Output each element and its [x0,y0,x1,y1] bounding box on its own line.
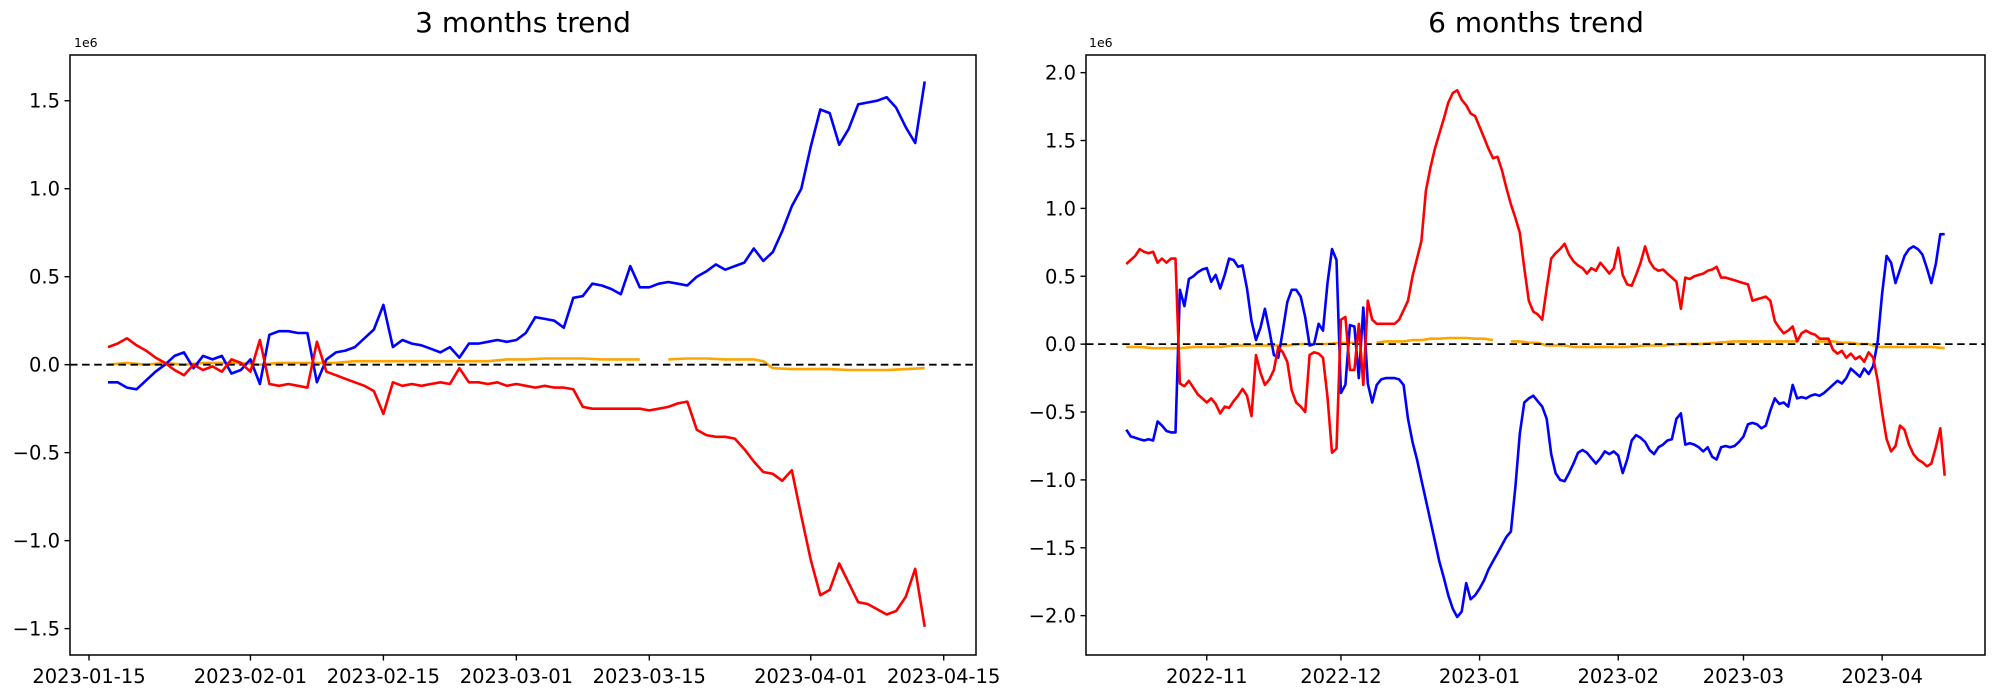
series-orange-line [1126,336,1945,350]
y-tick-label: 0.5 [1045,265,1076,288]
x-tick-label: 2023-03 [1703,665,1784,688]
y-tick-label: 0.0 [1045,333,1076,356]
right-chart-title: 6 months trend [1428,6,1644,39]
x-tick-label: 2023-01 [1439,665,1520,688]
y-tick-label: −1.0 [13,530,60,553]
x-tick-label: 2023-04 [1841,665,1922,688]
series-blue-line [1125,232,1945,619]
x-tick-label: 2022-11 [1166,665,1247,688]
y-tick-label: 1.0 [1045,197,1076,220]
series-red-line [107,337,926,628]
left-y-axis-offset-label: 1e6 [74,35,98,50]
x-tick-label: 2022-12 [1300,665,1381,688]
axes-spines [1085,54,1986,656]
series-blue-line [108,81,926,391]
y-tick-label: −0.5 [13,442,60,465]
right-y-axis-offset-label: 1e6 [1089,35,1113,50]
axes-6-months: 2022-11 2022-12 2023-01 2023-02 2023-03 2023-… [1029,54,1986,688]
left-chart-title: 3 months trend [415,6,631,39]
y-tick-label: 0.5 [29,266,60,289]
x-tick-label: 2023-04-15 [887,665,1000,688]
series-red-line [1125,89,1946,476]
axes-3-months: 2023-01-15 2023-02-01 2023-02-15 2023-03-01… [13,54,1000,688]
x-tick-label: 2023-01-15 [32,665,145,688]
y-tick-label: −1.5 [13,618,60,641]
y-tick-label: −0.5 [1029,401,1076,424]
x-tick-label: 2023-03-15 [593,665,706,688]
y-tick-label: −1.0 [1029,469,1076,492]
y-tick-label: −1.5 [1029,537,1076,560]
y-tick-label: −2.0 [1029,605,1076,628]
y-tick-label: 1.5 [29,90,60,113]
x-tick-label: 2023-02-15 [327,665,440,688]
x-tick-label: 2023-02 [1578,665,1659,688]
y-tick-label: 1.0 [29,178,60,201]
y-tick-label: 0.0 [29,354,60,377]
x-tick-label: 2023-02-01 [194,665,307,688]
x-tick-label: 2023-04-01 [754,665,867,688]
y-tick-label: 2.0 [1045,62,1076,85]
y-tick-label: 1.5 [1045,130,1076,153]
x-tick-label: 2023-03-01 [460,665,573,688]
axes-spines [69,54,977,656]
